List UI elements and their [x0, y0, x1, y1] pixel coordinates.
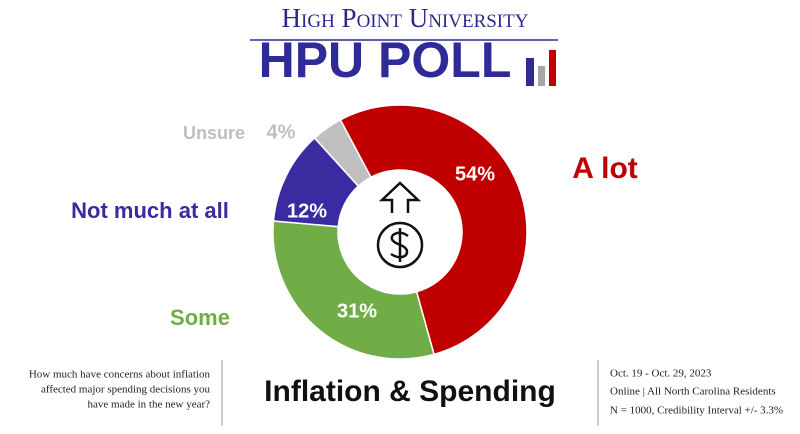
donut-slice [313, 118, 372, 188]
donut-slice [272, 220, 435, 360]
value-label: 4% [267, 121, 296, 143]
footer-title: Inflation & Spending [264, 375, 556, 408]
question-line: How much have concerns about inflation [29, 369, 211, 381]
category-label: Some [170, 305, 230, 330]
question-line: affected major spending decisions you [41, 384, 211, 396]
poll-sample: N = 1000, Credibility Interval +/- 3.3% [610, 405, 783, 417]
donut [272, 104, 528, 360]
category-label: A lot [572, 152, 638, 185]
center-icon [376, 181, 424, 269]
poll-method: Online | All North Carolina Residents [610, 386, 776, 398]
donut-slice [339, 104, 528, 356]
poll-name: HPU POLL [259, 32, 512, 88]
value-label: 54% [455, 163, 495, 185]
university-name: High Point University [282, 3, 529, 33]
poll-dates: Oct. 19 - Oct. 29, 2023 [610, 368, 712, 380]
value-label: 12% [287, 200, 327, 222]
category-label: Not much at all [71, 198, 229, 223]
category-label: Unsure [183, 123, 245, 143]
poll-icon [526, 50, 556, 86]
value-label: 31% [337, 300, 377, 322]
question-line: have made in the new year? [88, 399, 211, 411]
